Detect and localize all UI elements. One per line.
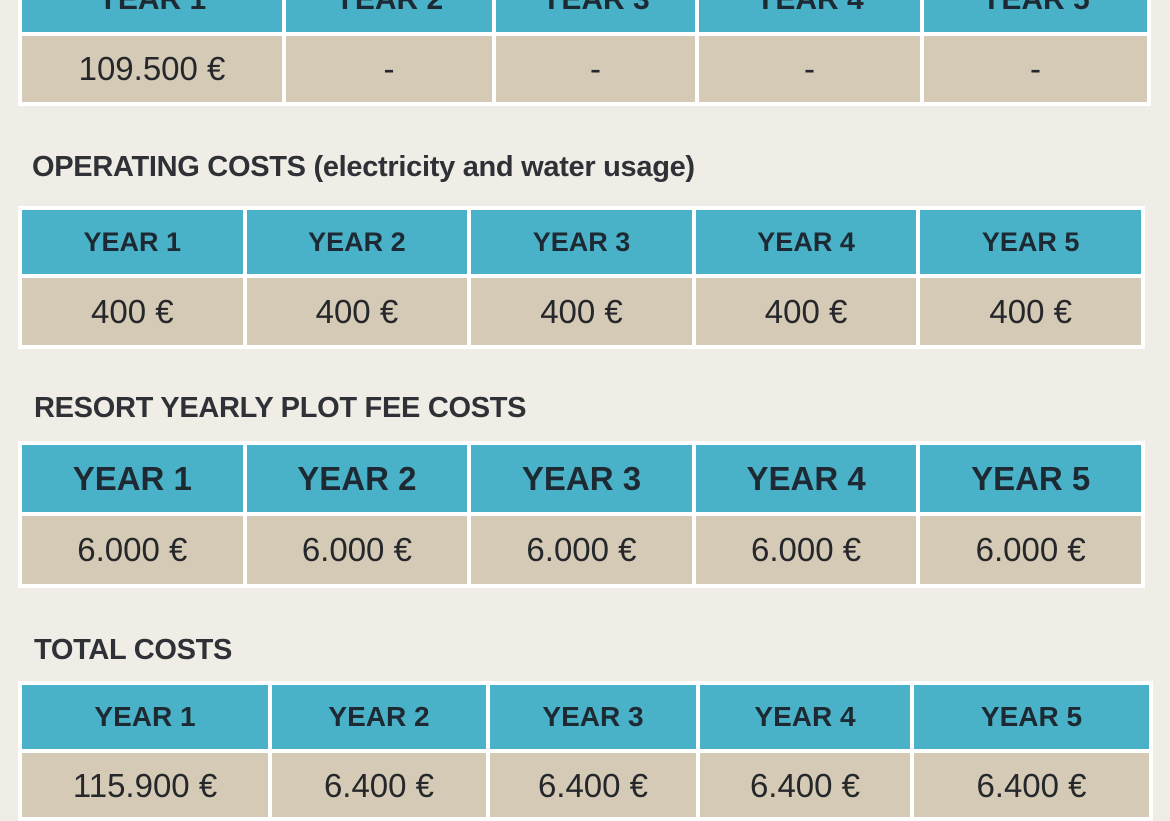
operating-costs-table: YEAR 1 YEAR 2 YEAR 3 YEAR 4 YEAR 5 400 €… <box>18 206 1145 349</box>
value-year-4: 6.000 € <box>695 516 917 584</box>
value-year-5: 6.000 € <box>920 516 1141 584</box>
section-title: OPERATING COSTS (electricity and water u… <box>32 151 695 183</box>
value-year-5: 6.400 € <box>914 753 1149 817</box>
table-header-row: YEAR 1 YEAR 2 YEAR 3 YEAR 4 YEAR 5 <box>22 210 1141 274</box>
header-year-2: YEAR 2 <box>286 0 492 32</box>
value-year-2: 6.400 € <box>272 753 486 817</box>
value-year-2: - <box>286 36 492 102</box>
header-year-1: YEAR 1 <box>22 685 268 749</box>
value-year-2: 6.000 € <box>246 516 468 584</box>
value-year-1: 6.000 € <box>22 516 243 584</box>
header-year-2: YEAR 2 <box>246 210 468 274</box>
table-row: 400 € 400 € 400 € 400 € 400 € <box>22 278 1141 345</box>
plot-fee-table: YEAR 1 YEAR 2 YEAR 3 YEAR 4 YEAR 5 6.000… <box>18 441 1145 588</box>
total-costs-table: YEAR 1 YEAR 2 YEAR 3 YEAR 4 YEAR 5 115.9… <box>18 681 1153 821</box>
header-year-4: YEAR 4 <box>700 685 910 749</box>
header-year-5: YEAR 5 <box>920 445 1141 512</box>
header-year-3: YEAR 3 <box>471 210 692 274</box>
table-row: 6.000 € 6.000 € 6.000 € 6.000 € 6.000 € <box>22 516 1141 584</box>
table-header-row: YEAR 1 YEAR 2 YEAR 3 YEAR 4 YEAR 5 <box>22 685 1149 749</box>
value-year-4: 400 € <box>695 278 917 345</box>
purchase-costs-table: YEAR 1 YEAR 2 YEAR 3 YEAR 4 YEAR 5 109.5… <box>18 0 1151 106</box>
header-year-3: YEAR 3 <box>490 685 696 749</box>
section-title: RESORT YEARLY PLOT FEE COSTS <box>34 392 527 424</box>
value-year-5: - <box>924 36 1147 102</box>
value-year-3: - <box>496 36 695 102</box>
header-year-2: YEAR 2 <box>272 685 486 749</box>
value-year-1: 109.500 € <box>22 36 282 102</box>
header-year-5: YEAR 5 <box>914 685 1149 749</box>
header-year-3: YEAR 3 <box>471 445 692 512</box>
value-year-3: 6.000 € <box>471 516 692 584</box>
table-row: 109.500 € - - - - <box>22 36 1147 102</box>
table-header-row: YEAR 1 YEAR 2 YEAR 3 YEAR 4 YEAR 5 <box>22 0 1147 32</box>
value-year-4: 6.400 € <box>700 753 910 817</box>
section-title: TOTAL COSTS <box>34 634 233 666</box>
header-year-1: YEAR 1 <box>22 0 282 32</box>
header-year-4: YEAR 4 <box>695 210 917 274</box>
table-header-row: YEAR 1 YEAR 2 YEAR 3 YEAR 4 YEAR 5 <box>22 445 1141 512</box>
header-year-5: YEAR 5 <box>924 0 1147 32</box>
value-year-1: 400 € <box>22 278 243 345</box>
header-year-4: YEAR 4 <box>699 0 920 32</box>
value-year-3: 400 € <box>471 278 692 345</box>
header-year-1: YEAR 1 <box>22 210 243 274</box>
value-year-4: - <box>699 36 920 102</box>
value-year-1: 115.900 € <box>22 753 268 817</box>
value-year-2: 400 € <box>246 278 468 345</box>
header-year-2: YEAR 2 <box>246 445 468 512</box>
header-year-1: YEAR 1 <box>22 445 243 512</box>
header-year-4: YEAR 4 <box>695 445 917 512</box>
value-year-5: 400 € <box>920 278 1141 345</box>
header-year-5: YEAR 5 <box>920 210 1141 274</box>
value-year-3: 6.400 € <box>490 753 696 817</box>
table-row: 115.900 € 6.400 € 6.400 € 6.400 € 6.400 … <box>22 753 1149 817</box>
header-year-3: YEAR 3 <box>496 0 695 32</box>
